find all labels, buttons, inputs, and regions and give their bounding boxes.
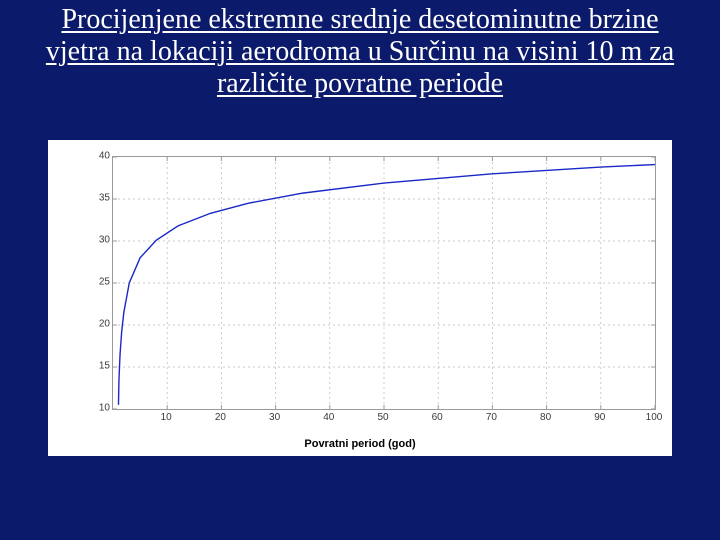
y-tick-label: 15 (80, 361, 110, 372)
slide-title: Procijenjene ekstremne srednje desetomin… (40, 4, 680, 101)
y-tick-label: 35 (80, 193, 110, 204)
x-tick-label: 20 (215, 412, 226, 423)
y-tick-label: 40 (80, 151, 110, 162)
y-tick-label: 10 (80, 403, 110, 414)
chart-container: Ekstremna brzina vjetra (m/s) Povratni p… (48, 140, 672, 456)
x-tick-label: 50 (377, 412, 388, 423)
chart-svg (113, 157, 655, 409)
y-tick-label: 25 (80, 277, 110, 288)
x-tick-label: 60 (432, 412, 443, 423)
x-tick-label: 70 (486, 412, 497, 423)
slide: Procijenjene ekstremne srednje desetomin… (0, 0, 720, 540)
y-tick-label: 30 (80, 235, 110, 246)
x-tick-label: 30 (269, 412, 280, 423)
x-tick-label: 100 (646, 412, 663, 423)
x-tick-label: 80 (540, 412, 551, 423)
x-tick-label: 10 (161, 412, 172, 423)
x-axis-label: Povratni period (god) (304, 438, 415, 450)
plot-area (112, 156, 656, 410)
x-tick-label: 40 (323, 412, 334, 423)
x-tick-label: 90 (594, 412, 605, 423)
y-tick-label: 20 (80, 319, 110, 330)
